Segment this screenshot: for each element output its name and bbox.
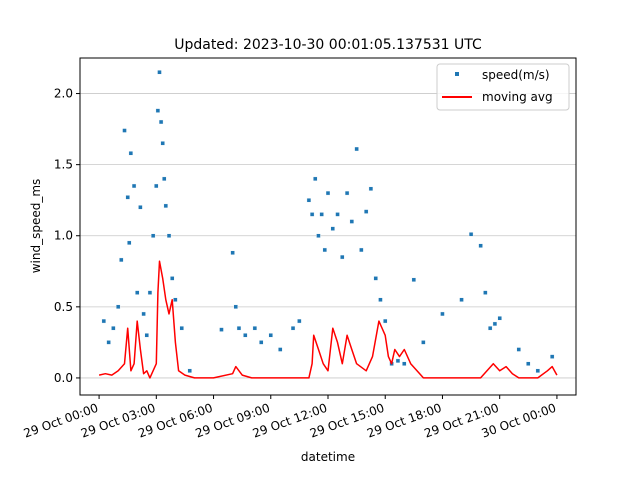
scatter-point bbox=[440, 311, 445, 317]
scatter-point bbox=[150, 233, 156, 238]
scatter-point bbox=[316, 233, 321, 238]
scatter-point bbox=[363, 209, 369, 214]
y-tick-label: 1.0 bbox=[54, 229, 73, 243]
scatter-point bbox=[383, 318, 388, 324]
moving-avg-line bbox=[98, 260, 558, 379]
scatter-point bbox=[516, 347, 521, 352]
scatter-point bbox=[141, 311, 146, 317]
scatter-point bbox=[154, 183, 159, 189]
legend: speed(m/s) moving avg bbox=[436, 63, 570, 111]
scatter-series bbox=[101, 70, 555, 374]
scatter-point bbox=[162, 176, 167, 182]
scatter-point bbox=[219, 327, 224, 332]
scatter-point bbox=[144, 333, 149, 338]
scatter-point bbox=[330, 226, 335, 231]
scatter-point bbox=[306, 197, 312, 203]
scatter-point bbox=[111, 325, 116, 331]
scatter-point bbox=[147, 290, 153, 295]
scatter-point bbox=[487, 325, 493, 331]
scatter-point bbox=[313, 176, 318, 182]
scatter-point bbox=[166, 233, 172, 238]
scatter-point bbox=[349, 219, 355, 224]
scatter-point bbox=[268, 333, 273, 338]
scatter-point bbox=[354, 146, 359, 152]
scatter-point bbox=[179, 325, 184, 331]
scatter-point bbox=[359, 247, 364, 253]
scatter-point bbox=[131, 183, 137, 189]
scatter-point bbox=[340, 254, 345, 260]
scatter-point bbox=[478, 243, 483, 248]
scatter-point bbox=[157, 70, 162, 75]
legend-label-moving-avg: moving avg bbox=[482, 90, 553, 104]
scatter-point bbox=[378, 297, 383, 302]
scatter-point bbox=[158, 119, 164, 125]
scatter-point bbox=[173, 297, 178, 302]
scatter-point bbox=[395, 358, 401, 364]
scatter-point bbox=[163, 203, 169, 209]
scatter-point bbox=[252, 325, 258, 331]
moving-avg-series bbox=[98, 260, 558, 379]
scatter-point bbox=[309, 212, 315, 217]
scatter-point bbox=[170, 276, 175, 281]
scatter-point bbox=[297, 318, 302, 324]
scatter-point bbox=[402, 361, 407, 366]
scatter-point bbox=[526, 361, 531, 366]
scatter-point bbox=[535, 368, 541, 374]
y-tick-label: 1.5 bbox=[54, 158, 73, 172]
scatter-point bbox=[468, 232, 474, 237]
scatter-point bbox=[278, 347, 283, 352]
scatter-point bbox=[187, 368, 192, 374]
scatter-point bbox=[119, 257, 124, 263]
scatter-point bbox=[459, 297, 464, 302]
y-axis-ticks: 0.0 0.5 1.0 1.5 2.0 bbox=[54, 87, 80, 385]
scatter-point bbox=[483, 290, 488, 295]
y-gridlines bbox=[80, 93, 576, 379]
scatter-point bbox=[368, 186, 374, 192]
scatter-point bbox=[549, 354, 555, 359]
legend-label-speed: speed(m/s) bbox=[482, 68, 550, 82]
scatter-point bbox=[115, 304, 121, 310]
scatter-point bbox=[259, 340, 264, 345]
y-tick-label: 2.0 bbox=[54, 87, 73, 101]
chart-title: Updated: 2023-10-30 00:01:05.137531 UTC bbox=[174, 37, 482, 53]
x-axis-label: datetime bbox=[301, 450, 355, 464]
scatter-point bbox=[125, 195, 130, 200]
scatter-point bbox=[155, 108, 161, 113]
scatter-point bbox=[127, 240, 132, 246]
scatter-point bbox=[344, 190, 350, 196]
scatter-point bbox=[290, 325, 296, 331]
legend-scatter-marker bbox=[455, 72, 459, 76]
scatter-point bbox=[236, 325, 242, 331]
scatter-point bbox=[160, 141, 165, 146]
y-tick-label: 0.0 bbox=[54, 371, 73, 385]
scatter-point bbox=[138, 205, 143, 210]
scatter-point bbox=[101, 318, 107, 324]
y-axis-label: wind_speed_ms bbox=[29, 179, 43, 274]
scatter-point bbox=[497, 316, 502, 321]
scatter-point bbox=[233, 304, 238, 310]
scatter-point bbox=[322, 247, 328, 253]
scatter-point bbox=[122, 128, 127, 133]
scatter-point bbox=[325, 190, 331, 196]
scatter-point bbox=[128, 151, 134, 156]
scatter-point bbox=[135, 290, 140, 295]
scatter-point bbox=[421, 340, 426, 345]
scatter-point bbox=[319, 212, 324, 217]
scatter-point bbox=[411, 277, 417, 283]
scatter-point bbox=[243, 333, 248, 338]
legend-box bbox=[436, 63, 570, 111]
scatter-point bbox=[492, 321, 498, 327]
scatter-point bbox=[335, 212, 340, 217]
y-tick-label: 0.5 bbox=[54, 300, 73, 314]
scatter-point bbox=[230, 250, 235, 256]
scatter-point bbox=[373, 276, 378, 281]
scatter-point bbox=[106, 340, 111, 345]
